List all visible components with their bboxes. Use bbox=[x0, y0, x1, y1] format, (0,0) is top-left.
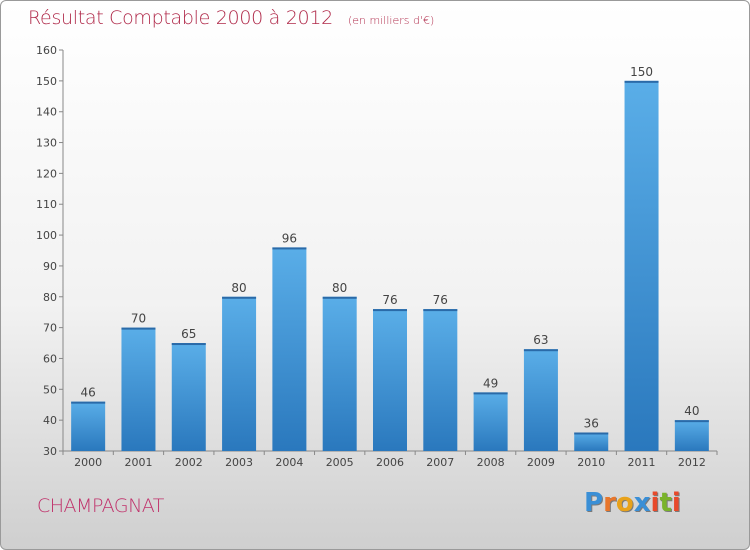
x-tick-label: 2002 bbox=[175, 456, 203, 469]
bar-value-label: 76 bbox=[433, 293, 448, 307]
bar-2009 bbox=[523, 349, 558, 451]
logo-letter: o bbox=[615, 488, 634, 518]
bar-top-edge bbox=[121, 327, 156, 330]
y-tick-label: 120 bbox=[36, 167, 57, 180]
y-tick-label: 60 bbox=[43, 352, 57, 365]
logo-letter: r bbox=[603, 488, 616, 518]
y-tick-label: 110 bbox=[36, 198, 57, 211]
bar-value-label: 40 bbox=[684, 404, 699, 418]
bar-2003 bbox=[222, 296, 257, 451]
y-tick-label: 30 bbox=[43, 445, 57, 458]
bar-top-edge bbox=[171, 343, 206, 346]
chart-title: Résultat Comptable 2000 à 2012 bbox=[28, 7, 333, 29]
bar-value-label: 46 bbox=[81, 386, 96, 400]
bar-top-edge bbox=[373, 309, 407, 312]
x-tick-label: 2000 bbox=[74, 456, 102, 469]
bar-2011 bbox=[624, 80, 659, 451]
bar-top-edge bbox=[423, 309, 458, 312]
bar-value-label: 70 bbox=[131, 312, 146, 326]
x-tick-label: 2012 bbox=[678, 456, 706, 469]
bar-value-label: 36 bbox=[584, 416, 599, 430]
y-tick-label: 40 bbox=[43, 414, 57, 427]
bar-top-edge bbox=[222, 296, 257, 299]
logo-letter: i bbox=[671, 488, 681, 518]
bar-2008 bbox=[473, 392, 508, 451]
bar-2012 bbox=[674, 420, 709, 451]
bar-top-edge bbox=[71, 401, 106, 404]
x-tick-label: 2007 bbox=[426, 456, 454, 469]
x-tick-label: 2003 bbox=[225, 456, 253, 469]
bar-value-label: 80 bbox=[231, 281, 246, 295]
bar-2002 bbox=[171, 343, 206, 451]
bar-top-edge bbox=[574, 432, 609, 435]
bar-value-label: 76 bbox=[382, 293, 397, 307]
logo-letter: i bbox=[650, 488, 660, 518]
y-tick-label: 160 bbox=[36, 44, 57, 57]
bar-value-label: 150 bbox=[630, 65, 653, 79]
x-tick-label: 2008 bbox=[477, 456, 505, 469]
bar-top-edge bbox=[272, 247, 307, 250]
bar-top-edge bbox=[674, 420, 709, 423]
bar-value-label: 49 bbox=[483, 376, 498, 390]
bar-value-label: 96 bbox=[282, 231, 297, 245]
bar-2000 bbox=[71, 401, 106, 451]
bar-value-label: 63 bbox=[533, 333, 548, 347]
bar-2001 bbox=[121, 327, 156, 451]
x-tick-label: 2005 bbox=[326, 456, 354, 469]
bar-2006 bbox=[373, 309, 407, 451]
bar-2004 bbox=[272, 247, 307, 451]
logo-letter: t bbox=[659, 488, 672, 518]
bar-top-edge bbox=[624, 80, 659, 83]
proxiti-logo: Proxiti bbox=[584, 488, 681, 518]
x-tick-label: 2001 bbox=[124, 456, 152, 469]
y-tick-label: 150 bbox=[36, 75, 57, 88]
bar-value-label: 80 bbox=[332, 281, 347, 295]
x-tick-label: 2010 bbox=[577, 456, 605, 469]
x-tick-label: 2006 bbox=[376, 456, 404, 469]
bar-top-edge bbox=[322, 296, 357, 299]
y-tick-label: 80 bbox=[43, 291, 57, 304]
x-tick-label: 2004 bbox=[275, 456, 303, 469]
commune-name: CHAMPAGNAT bbox=[37, 495, 164, 517]
y-tick-label: 140 bbox=[36, 106, 57, 119]
chart-unit-note: (en milliers d'€) bbox=[347, 14, 435, 27]
logo-letter: P bbox=[584, 488, 604, 518]
y-tick-label: 70 bbox=[43, 322, 57, 335]
bar-2005 bbox=[322, 296, 357, 451]
y-tick-label: 50 bbox=[43, 383, 57, 396]
logo-letter: x bbox=[633, 488, 651, 518]
y-tick-label: 90 bbox=[43, 260, 57, 273]
bar-2010 bbox=[574, 432, 609, 451]
bar-value-label: 65 bbox=[181, 327, 196, 341]
bar-top-edge bbox=[523, 349, 558, 352]
x-tick-label: 2011 bbox=[628, 456, 656, 469]
y-tick-label: 100 bbox=[36, 229, 57, 242]
y-tick-label: 130 bbox=[36, 137, 57, 150]
bar-top-edge bbox=[473, 392, 508, 395]
bars-group: 46 70 65 80 96 80 76 76 49 63 36 150 40 bbox=[71, 65, 709, 451]
x-tick-label: 2009 bbox=[527, 456, 555, 469]
bar-2007 bbox=[423, 309, 458, 451]
chart-title-block: Résultat Comptable 2000 à 2012 (en milli… bbox=[28, 7, 434, 29]
